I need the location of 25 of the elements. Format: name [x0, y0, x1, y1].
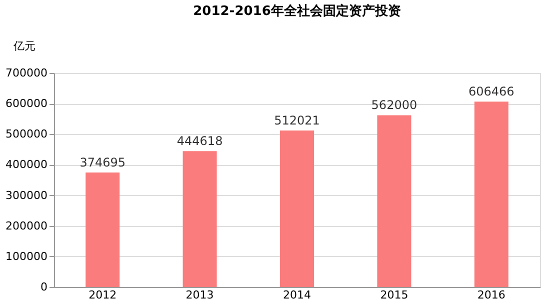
y-tick-label: 600000: [6, 97, 48, 110]
y-tick-label: 400000: [6, 158, 48, 172]
data-label: 562000: [371, 98, 418, 112]
y-tick-label: 700000: [6, 66, 48, 80]
bar: [474, 102, 508, 287]
y-tick-label: 300000: [6, 188, 48, 202]
y-tick-label: 500000: [6, 128, 48, 141]
bar: [86, 172, 120, 287]
x-tick-label: 2015: [380, 288, 408, 302]
bar: [280, 130, 314, 287]
x-tick-label: 2012: [88, 288, 117, 302]
bar: [182, 151, 217, 287]
data-label: 512021: [274, 113, 320, 128]
chart-title: 2012-2016年全社会固定资产投资: [193, 3, 401, 19]
x-tick-label: 2014: [283, 288, 311, 302]
data-label: 606466: [468, 84, 514, 99]
data-label: 444618: [176, 134, 223, 148]
y-tick-label: 200000: [6, 219, 48, 232]
y-tick-label: 0: [40, 280, 48, 294]
x-tick-label: 2013: [186, 288, 214, 302]
x-tick-label: 2016: [477, 288, 506, 302]
y-axis-title: 亿元: [12, 40, 36, 52]
bar: [377, 115, 412, 287]
data-label: 374695: [80, 155, 126, 170]
y-tick-label: 100000: [6, 250, 48, 263]
